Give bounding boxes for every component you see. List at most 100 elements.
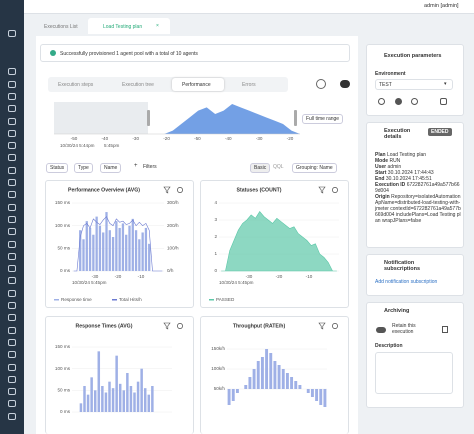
filter-chip[interactable]: Type	[74, 163, 93, 173]
close-icon[interactable]: ×	[156, 23, 159, 29]
bar	[141, 232, 144, 271]
section-title: Archiving	[384, 308, 410, 314]
nav-icon[interactable]	[8, 142, 16, 150]
x-tick-label: -10	[138, 274, 145, 279]
bar	[323, 389, 327, 407]
nav-icon[interactable]	[8, 252, 16, 260]
bar	[79, 403, 83, 412]
nav-icon[interactable]	[8, 179, 16, 186]
y-tick-label: 2	[214, 234, 217, 239]
details-card	[366, 122, 464, 248]
bar	[97, 351, 101, 412]
view[interactable]: Performance	[182, 82, 211, 88]
nav-icon[interactable]	[8, 203, 16, 211]
bar	[273, 361, 277, 389]
bar	[126, 373, 129, 412]
nav-icon[interactable]	[8, 338, 16, 346]
toggle[interactable]	[376, 327, 386, 333]
icon[interactable]	[395, 98, 402, 105]
nav-icon[interactable]	[8, 117, 16, 125]
handle	[294, 110, 297, 126]
chart: Throughput (RATE/h) 150k/h 100k/h 50k/h	[211, 322, 338, 407]
add-filter[interactable]: Filters	[140, 163, 160, 171]
full-range-button[interactable]: Full time range	[302, 114, 344, 124]
nav-icon[interactable]	[8, 105, 16, 113]
bar	[118, 383, 122, 412]
settings-icon	[177, 323, 183, 329]
trash-icon[interactable]	[442, 326, 448, 333]
x-tick-label: -50	[71, 136, 78, 141]
select-value[interactable]: TEST	[379, 82, 392, 88]
nav-icon[interactable]	[8, 228, 16, 236]
bar	[319, 389, 323, 405]
bar	[281, 369, 285, 389]
bar	[260, 357, 264, 389]
filter-chip[interactable]: Name	[100, 163, 122, 173]
x-tick-label: -30	[256, 136, 263, 141]
notif-card	[366, 254, 464, 296]
section-title: Execution details	[384, 128, 411, 140]
nav-icon[interactable]	[8, 326, 16, 334]
y2-tick-label: 0/h	[167, 268, 174, 273]
nav-icon[interactable]	[8, 363, 16, 371]
toggle[interactable]	[340, 80, 350, 88]
x-tick-label: -50	[194, 136, 201, 141]
nav-icon[interactable]	[8, 154, 16, 162]
chart-title: Response Times (AVG)	[76, 323, 133, 329]
date-label: 10/30/24 5:44pm	[60, 143, 95, 148]
nav-icon[interactable]	[8, 265, 16, 273]
user[interactable]: admin [admin]	[424, 3, 459, 9]
nav-icon[interactable]	[8, 30, 16, 37]
icon[interactable]	[378, 98, 385, 105]
active-view[interactable]	[172, 78, 224, 91]
nav-icon[interactable]	[8, 129, 16, 137]
nav-icon[interactable]	[8, 289, 16, 297]
select[interactable]	[375, 79, 453, 90]
nav-icon[interactable]	[8, 388, 16, 396]
nav-icon[interactable]	[8, 351, 16, 359]
view[interactable]: Errors	[242, 82, 256, 88]
nav-icon[interactable]	[8, 412, 16, 420]
chart-card: Response Times (AVG) 150 ms 100 ms 50 ms 0 m…	[45, 316, 194, 434]
active-tab[interactable]	[88, 18, 170, 34]
legend-swatch	[209, 299, 214, 301]
icon[interactable]	[411, 98, 418, 105]
bar	[143, 388, 147, 412]
bar	[256, 361, 260, 389]
legend-label: Response time	[61, 297, 92, 302]
plus-icon[interactable]: +	[134, 163, 138, 169]
bar	[133, 392, 136, 412]
nav-icon[interactable]	[8, 400, 16, 408]
nav-icon[interactable]	[8, 240, 16, 248]
settings-icon[interactable]	[316, 79, 326, 89]
tab[interactable]: Load Testing plan	[103, 24, 143, 30]
nav-icon[interactable]	[8, 92, 16, 100]
success-icon	[50, 50, 56, 56]
grouping[interactable]: Grouping: Name	[292, 163, 337, 173]
link[interactable]: Add notification subscription	[375, 279, 438, 285]
mode[interactable]: QQL	[270, 163, 287, 171]
nav-icon[interactable]	[8, 277, 16, 285]
section-title: Execution parameters	[384, 53, 442, 59]
mode[interactable]: Basic	[250, 163, 271, 173]
bar	[115, 221, 118, 271]
tab[interactable]: Executions List	[44, 24, 78, 30]
icon[interactable]	[440, 98, 447, 105]
nav-icon[interactable]	[8, 68, 16, 76]
nav-icon[interactable]	[8, 215, 16, 223]
nav-icon[interactable]	[8, 375, 16, 383]
filter-chip[interactable]: Status	[46, 163, 69, 173]
textarea[interactable]	[375, 352, 453, 394]
label: Retain this execution	[392, 323, 416, 335]
nav-icon[interactable]	[8, 314, 16, 322]
nav-icon[interactable]	[8, 166, 16, 174]
bar	[93, 390, 97, 412]
detail-row: Mode RUN	[375, 158, 461, 164]
nav-icon[interactable]	[8, 191, 16, 199]
nav-icon[interactable]	[8, 80, 16, 88]
filter-icon	[318, 186, 326, 194]
view[interactable]: Execution steps	[58, 82, 94, 88]
view[interactable]: Execution tree	[122, 82, 154, 88]
nav-icon[interactable]	[8, 302, 16, 309]
settings-icon	[332, 187, 338, 193]
